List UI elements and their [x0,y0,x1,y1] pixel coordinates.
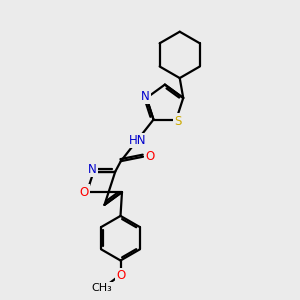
Text: O: O [116,269,125,282]
Text: N: N [141,90,149,103]
Text: O: O [79,186,88,199]
Text: O: O [145,150,154,163]
Text: N: N [88,163,97,176]
Text: HN: HN [128,134,146,147]
Text: CH₃: CH₃ [92,283,112,293]
Text: S: S [174,115,182,128]
